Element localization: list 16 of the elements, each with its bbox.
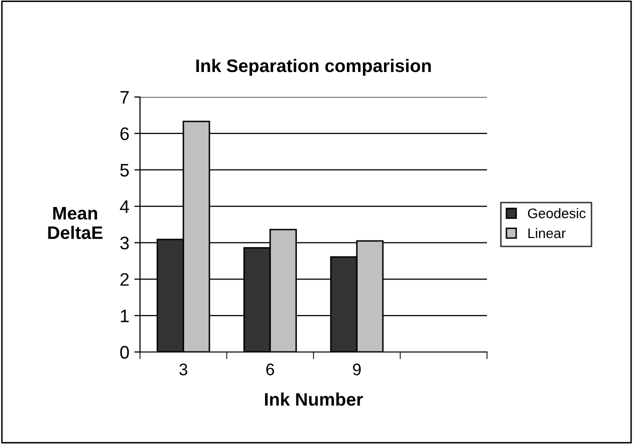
legend-label: Geodesic [528, 208, 586, 218]
y-tick-label: 0 [120, 346, 129, 359]
y-tick-label: 3 [120, 236, 129, 250]
x-tick-label: 9 [353, 364, 361, 376]
y-tick-label: 4 [120, 200, 130, 213]
y-tick-label: 2 [120, 273, 129, 286]
y-axis-title: Mean DeltaE [48, 207, 102, 240]
chart-title: Ink Separation comparision [196, 58, 431, 76]
x-tick-label: 6 [266, 364, 274, 376]
y-tick-label: 1 [120, 310, 129, 322]
x-axis-title: Ink Number [265, 392, 363, 406]
y-tick-label: 5 [120, 164, 129, 177]
legend-label: Linear [528, 228, 566, 238]
y-tick-label: 7 [120, 91, 129, 104]
x-tick-label: 3 [179, 364, 188, 376]
y-tick-label: 6 [120, 127, 129, 140]
